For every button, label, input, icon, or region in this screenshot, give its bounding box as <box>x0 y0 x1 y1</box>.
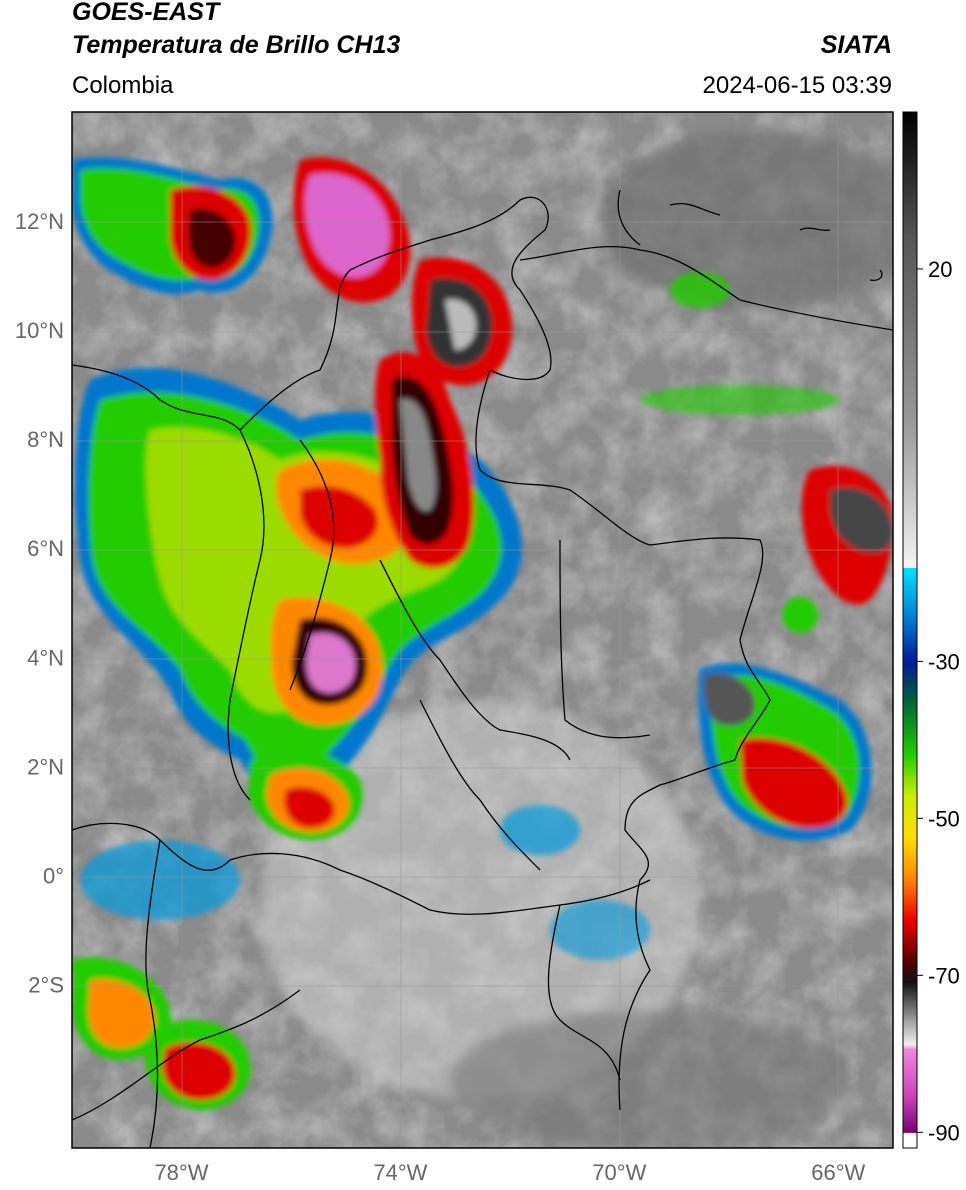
map-frame <box>71 111 894 1149</box>
lat-tick-label: 6°N <box>27 536 64 561</box>
colorbar-tick-label: -50 <box>928 806 960 831</box>
latitude-labels: 12°N 10°N 8°N 6°N 4°N 2°N 0° 2°S <box>15 209 64 997</box>
lon-tick-label: 78°W <box>154 1160 208 1185</box>
borders <box>72 189 893 1148</box>
longitude-labels: 78°W 74°W 70°W 66°W <box>154 1160 865 1185</box>
lat-tick-label: 10°N <box>15 318 64 343</box>
graticule <box>72 112 893 1148</box>
lat-tick-label: 2°S <box>28 972 64 997</box>
colorbar-ticks: 20 -30 -50 -70 -90 <box>917 257 960 1145</box>
colorbar-tick-label: -90 <box>928 1120 960 1145</box>
lon-tick-label: 70°W <box>592 1160 646 1185</box>
lat-tick-label: 12°N <box>15 209 64 234</box>
organization-label: SIATA <box>820 31 892 59</box>
colorbar-tick-label: -70 <box>928 963 960 988</box>
product-title: Temperatura de Brillo CH13 <box>72 31 401 59</box>
colorbar <box>902 111 918 1149</box>
colorbar-tick-label: 20 <box>928 257 952 282</box>
lat-tick-label: 4°N <box>27 645 64 670</box>
lat-tick-label: 0° <box>43 863 64 888</box>
colorbar-tick-label: -30 <box>928 649 960 674</box>
lat-tick-label: 2°N <box>27 754 64 779</box>
timestamp-label: 2024-06-15 03:39 <box>702 72 893 99</box>
lat-tick-label: 8°N <box>27 427 64 452</box>
satellite-title: GOES-EAST <box>72 0 220 26</box>
lon-tick-label: 74°W <box>373 1160 427 1185</box>
region-label: Colombia <box>72 72 174 99</box>
lon-tick-label: 66°W <box>811 1160 865 1185</box>
convection-cells <box>72 157 893 1110</box>
imagery-layer <box>72 112 893 1148</box>
